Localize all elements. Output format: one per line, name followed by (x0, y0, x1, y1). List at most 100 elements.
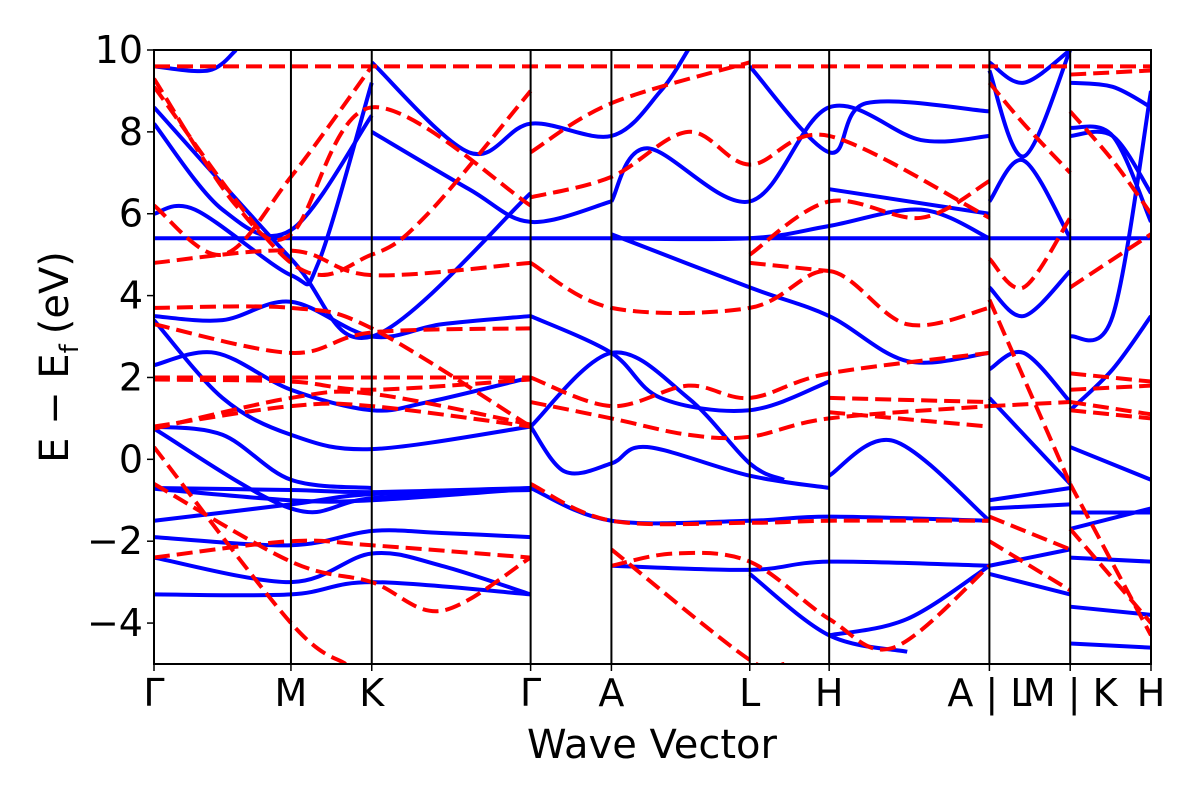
blue-solid-band-12 (154, 82, 374, 287)
y-tick-label: 10 (95, 28, 143, 72)
red-dashed-band-25 (829, 395, 990, 405)
red-dashed-band-16 (529, 350, 990, 409)
blue-solid-band-50 (1069, 129, 1151, 195)
red-dashed-band-30 (988, 539, 1072, 593)
blue-solid-band-25 (611, 207, 991, 242)
y-tick-label: 2 (119, 355, 143, 399)
red-dashed-band-7 (154, 445, 347, 664)
blue-solid-band-4 (154, 528, 531, 548)
red-dashed-band-4 (154, 389, 531, 431)
blue-solid-band-40 (987, 158, 1072, 240)
red-dashed-band-8 (154, 322, 531, 355)
blue-solid-band-36 (989, 547, 1071, 568)
y-tick-label: −4 (87, 601, 143, 645)
x-axis-label: Wave Vector (527, 722, 778, 768)
x-tick-label: A (598, 671, 624, 715)
blue-solid-band-32 (988, 349, 1072, 404)
blue-solid-band-9 (154, 350, 532, 413)
blue-solid-band-14 (154, 105, 532, 340)
blue-solid-band-39 (988, 50, 1072, 85)
x-axis-ticks: Γ M K Γ A L H A | LM | K H (143, 664, 1165, 716)
x-tick-label: L (739, 671, 760, 715)
blue-solid-band-24 (609, 103, 990, 204)
y-axis-label: E − Ef (eV) (32, 251, 85, 463)
red-dashed-band-20 (610, 547, 785, 664)
blue-solid-band-37 (988, 572, 1071, 597)
x-tick-label: K (359, 671, 385, 715)
y-axis-ticks: −4 −2 0 2 4 6 8 10 (87, 28, 154, 645)
red-dashed-band-18 (530, 129, 991, 220)
y-tick-label: 0 (119, 437, 143, 481)
red-dashed-band-17 (529, 261, 990, 328)
red-dashed-band-21 (611, 550, 991, 652)
red-dashed-band-11 (154, 65, 374, 257)
blue-solid-band-18 (529, 314, 830, 413)
blue-solid-band-30 (828, 187, 990, 216)
red-dashed-band-19 (529, 60, 751, 155)
x-tick-label: H (1137, 671, 1166, 715)
red-dashed-band-28 (989, 400, 1071, 409)
blue-solid-band-5 (154, 550, 532, 597)
y-axis-label-subscript: f (55, 343, 85, 353)
x-tick-label: M | K (1023, 671, 1119, 716)
blue-solid-band-26 (748, 65, 990, 155)
red-dashed-band-29 (988, 514, 1071, 552)
y-tick-label: −2 (87, 519, 143, 563)
svg-text:E − Ef(eV): E − Ef (eV) (32, 251, 85, 463)
red-dashed-band-22 (748, 179, 991, 257)
red-dashed-band-37 (1068, 482, 1151, 637)
blue-solid-band-42 (1068, 314, 1151, 412)
y-tick-label: 6 (119, 192, 143, 236)
red-dashed-band-40 (1070, 68, 1151, 77)
red-dashed-band-23 (749, 260, 830, 274)
blue-solid-band-16 (370, 130, 612, 224)
blue-solid-band-48 (1070, 641, 1151, 650)
red-dashed-band-27 (987, 298, 1073, 485)
y-tick-label: 4 (119, 274, 143, 318)
red-dashed-band-31 (987, 81, 1072, 175)
red-dashed-band-15 (530, 400, 990, 441)
blue-solid-band-45 (1069, 506, 1151, 531)
high-symmetry-lines (289, 50, 1072, 664)
red-dashed-band-35 (1069, 408, 1151, 421)
y-tick-label: 8 (119, 110, 143, 154)
y-axis-label-unit: (eV) (32, 251, 78, 334)
blue-solid-band-35 (989, 502, 1071, 511)
blue-solid-band-41 (1069, 90, 1151, 343)
red-dashed-band-9 (154, 304, 532, 429)
red-dashed-band-39 (1068, 110, 1151, 215)
x-tick-label: Γ (520, 671, 541, 715)
red-dashed-band-38 (1069, 232, 1151, 290)
red-dashed-band-32 (1069, 371, 1151, 384)
red-dashed-band-34 (1069, 400, 1151, 417)
plot-frame (153, 49, 1152, 665)
x-tick-label: M (275, 671, 308, 715)
red-dashed-band-12 (154, 85, 533, 277)
series-red-dashed (154, 60, 1151, 664)
blue-solid-band-8 (154, 426, 531, 515)
blue-solid-band-23 (610, 232, 990, 365)
blue-solid-band-31 (987, 269, 1072, 319)
blue-solid-band-51 (1070, 80, 1151, 110)
red-dashed-band-33 (1070, 383, 1151, 392)
blue-solid-band-19 (529, 350, 785, 482)
y-axis-label-main: E − E (32, 353, 78, 463)
blue-solid-band-38 (987, 50, 1073, 159)
blue-solid-band-6 (154, 580, 531, 598)
blue-solid-band-7 (154, 424, 372, 490)
red-dashed-band-26 (987, 216, 1072, 291)
x-tick-label: Γ (143, 671, 164, 715)
red-dashed-band-5 (154, 538, 531, 560)
red-dashed-band-13 (154, 77, 532, 243)
blue-solid-band-34 (989, 486, 1071, 503)
blue-solid-band-28 (828, 564, 991, 638)
blue-solid-band-27 (828, 437, 991, 523)
x-tick-label: A | L (947, 671, 1031, 716)
red-dashed-band-14 (529, 482, 990, 527)
blue-solid-band-43 (1069, 445, 1151, 482)
x-tick-label: H (815, 671, 844, 715)
red-dashed-band-24 (828, 410, 990, 429)
blue-solid-band-46 (1070, 555, 1151, 564)
blue-solid-band-11 (154, 318, 531, 452)
